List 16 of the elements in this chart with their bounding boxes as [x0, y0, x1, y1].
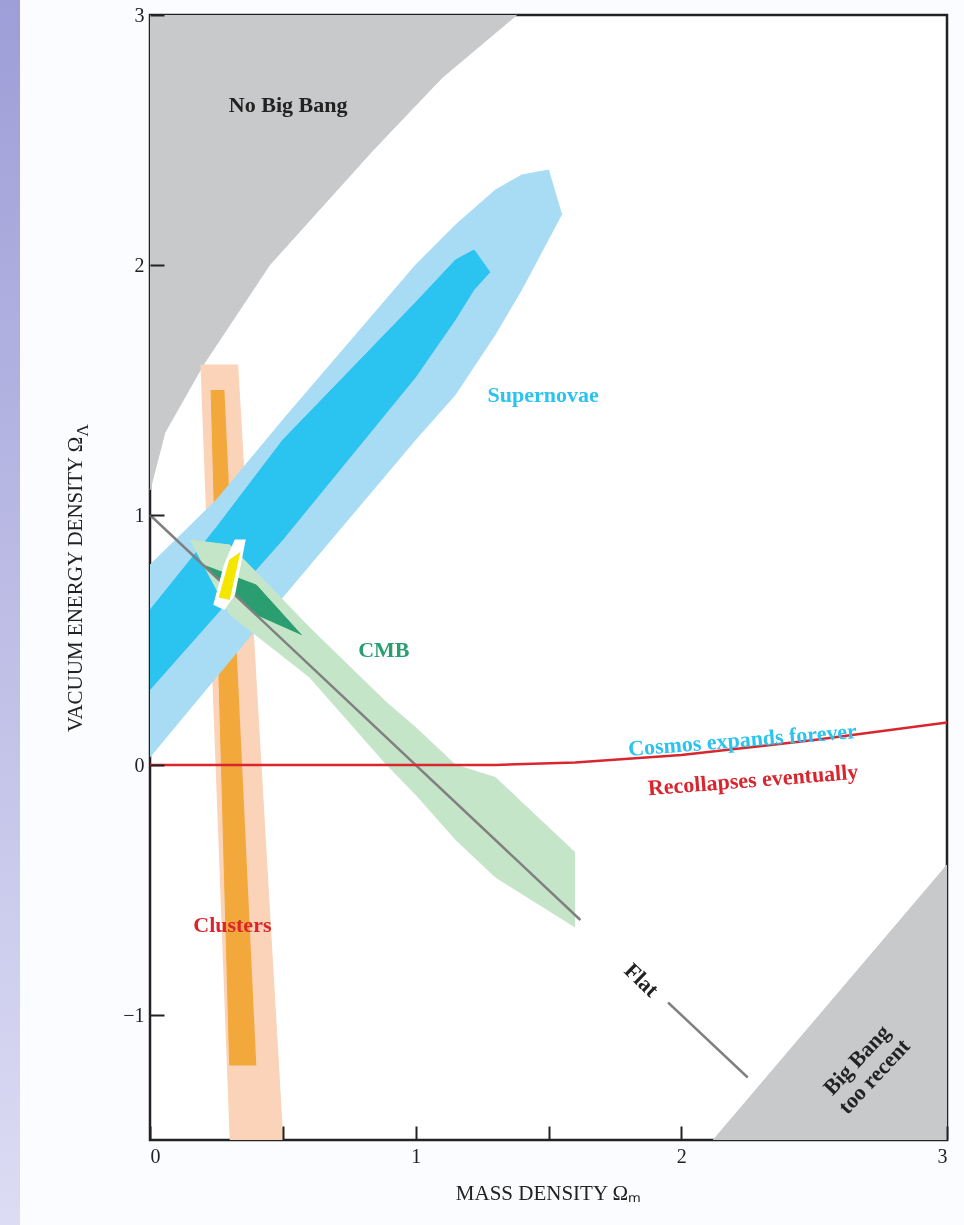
annotation: Cosmos expands forever [627, 718, 858, 761]
annotation: CMB [358, 637, 410, 662]
annotation: No Big Bang [228, 92, 348, 117]
annotation: Flat [619, 957, 665, 1003]
x-tick-label: 0 [150, 1144, 161, 1167]
x-tick-label: 1 [411, 1144, 422, 1167]
y-tick-label: −1 [123, 1003, 145, 1026]
annotation: Recollapses eventually [646, 758, 860, 801]
y-tick-label: 3 [134, 3, 145, 26]
x-tick-label: 2 [676, 1144, 687, 1167]
y-tick-label: 1 [134, 503, 145, 526]
x-axis-title: MASS DENSITY Ωₘ [454, 1180, 643, 1206]
y-tick-label: 0 [134, 753, 145, 776]
annotation: Supernovae [487, 382, 600, 407]
y-tick-label: 2 [134, 253, 145, 276]
x-tick-label: 3 [937, 1144, 948, 1167]
